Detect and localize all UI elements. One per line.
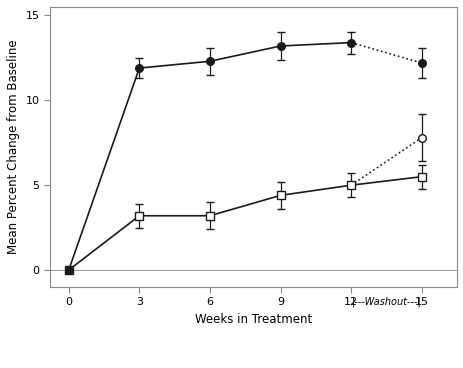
Text: |---Washout---|: |---Washout---| (351, 296, 420, 307)
Y-axis label: Mean Percent Change from Baseline: Mean Percent Change from Baseline (7, 40, 20, 254)
X-axis label: Weeks in Treatment: Weeks in Treatment (194, 313, 312, 326)
